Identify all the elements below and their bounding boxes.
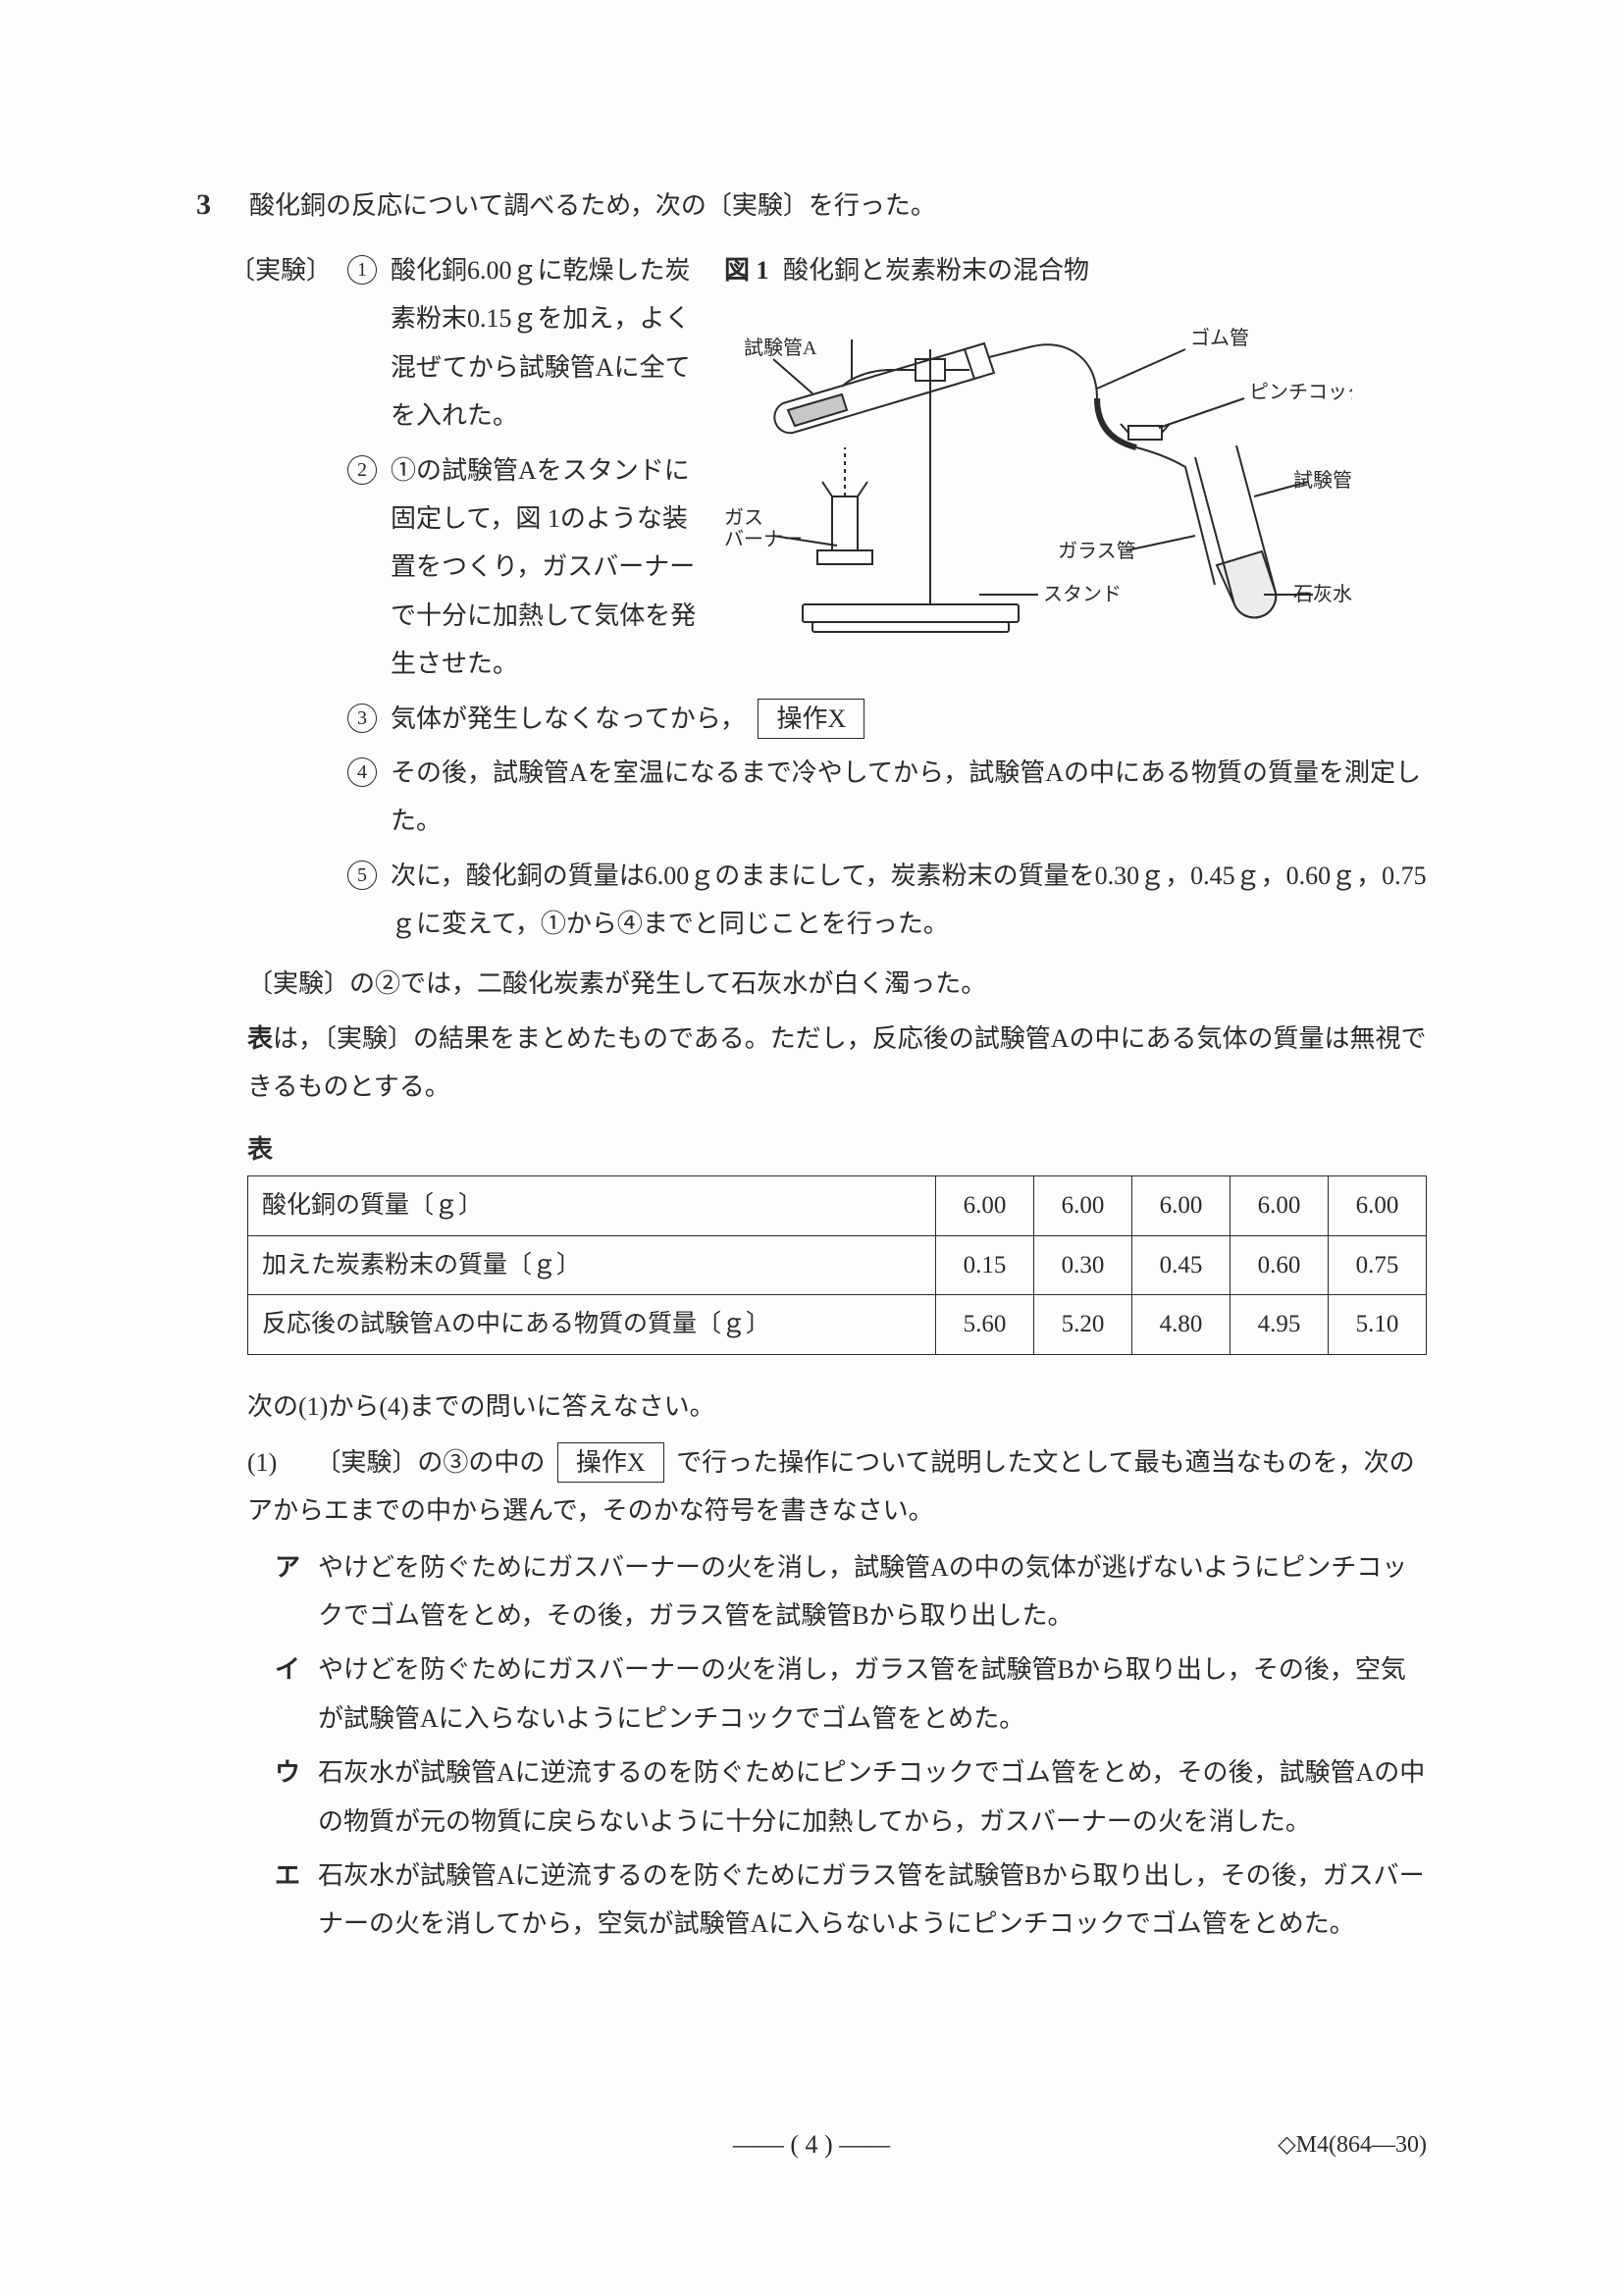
step-3-before: 気体が発生しなくなってから， <box>391 704 746 733</box>
cell: 6.00 <box>1132 1176 1230 1236</box>
footer-code: ◇M4(864―30) <box>1278 2123 1427 2168</box>
step-num-4: 4 <box>347 757 377 787</box>
step-num-2: 2 <box>347 455 377 485</box>
table-intro-rest: は，〔実験〕の結果をまとめたものである。ただし，反応後の試験管Aの中にある気体の… <box>247 1024 1427 1101</box>
step-text-3: 気体が発生しなくなってから， 操作X <box>391 695 1427 743</box>
choice-mark-e: エ <box>275 1852 300 1949</box>
table-row: 酸化銅の質量〔ｇ〕 6.00 6.00 6.00 6.00 6.00 <box>248 1176 1427 1236</box>
label-stand: スタンド <box>1043 583 1122 605</box>
data-table-wrap: 表 酸化銅の質量〔ｇ〕 6.00 6.00 6.00 6.00 6.00 加えた… <box>247 1125 1427 1355</box>
choice-e: エ 石灰水が試験管Aに逆流するのを防ぐためにガラス管を試験管Bから取り出し，その… <box>275 1852 1427 1949</box>
label-gas-burner-2: バーナー <box>724 529 803 550</box>
question-intro: 3 酸化銅の反応について調べるため，次の〔実験〕を行った。 <box>196 177 1427 233</box>
data-table: 酸化銅の質量〔ｇ〕 6.00 6.00 6.00 6.00 6.00 加えた炭素… <box>247 1175 1427 1355</box>
cell: 4.95 <box>1230 1295 1329 1355</box>
step-3: 3 気体が発生しなくなってから， 操作X <box>347 695 1427 743</box>
step-num-1: 1 <box>347 255 377 285</box>
figure-title: 酸化銅と炭素粉末の混合物 <box>783 256 1089 285</box>
cell: 6.00 <box>936 1176 1034 1236</box>
question-number: 3 <box>196 188 211 221</box>
label-pinch-cock: ピンチコック <box>1249 381 1352 403</box>
cell: 6.00 <box>1329 1176 1427 1236</box>
choice-mark-u: ウ <box>275 1748 300 1846</box>
label-limewater: 石灰水 <box>1293 583 1352 605</box>
cell: 0.75 <box>1329 1235 1427 1295</box>
label-rubber-tube: ゴム管 <box>1190 327 1249 349</box>
choice-a: ア やけどを防ぐためにガスバーナーの火を消し，試験管Aの中の気体が逃げないように… <box>275 1543 1427 1641</box>
step-text-1: 酸化銅6.00ｇに乾燥した炭素粉末0.15ｇを加え，よく混ぜてから試験管Aに全て… <box>391 246 701 441</box>
experiment-block: 〔実験〕 1 酸化銅6.00ｇに乾燥した炭素粉末0.15ｇを加え，よく混ぜてから… <box>230 246 1427 954</box>
figure-label: 図 1 <box>724 256 769 285</box>
choice-text-i: やけどを防ぐためにガスバーナーの火を消し，ガラス管を試験管Bから取り出し，その後… <box>318 1645 1427 1743</box>
figure-1: 図 1 酸化銅と炭素粉末の混合物 <box>724 246 1427 653</box>
label-tube-a: 試験管A <box>744 337 817 359</box>
choice-u: ウ 石灰水が試験管Aに逆流するのを防ぐためにピンチコックでゴム管をとめ，その後，… <box>275 1748 1427 1846</box>
experiment-label: 〔実験〕 <box>230 246 332 954</box>
choice-i: イ やけどを防ぐためにガスバーナーの火を消し，ガラス管を試験管Bから取り出し，そ… <box>275 1645 1427 1743</box>
q1-before: 〔実験〕の③の中の <box>315 1448 545 1477</box>
step-5: 5 次に，酸化銅の質量は6.00ｇのままにして，炭素粉末の質量を0.30ｇ，0.… <box>347 852 1427 949</box>
step-num-5: 5 <box>347 861 377 890</box>
page-footer: ―― ( 4 ) ―― ◇M4(864―30) <box>196 2120 1427 2168</box>
page-number: ―― ( 4 ) ―― <box>733 2130 890 2159</box>
cell: 5.20 <box>1034 1295 1132 1355</box>
row-header-0: 酸化銅の質量〔ｇ〕 <box>248 1176 936 1236</box>
table-label: 表 <box>247 1125 1427 1174</box>
q1-num: (1) <box>247 1448 277 1477</box>
label-tube-b: 試験管B <box>1293 469 1352 492</box>
choice-mark-a: ア <box>275 1543 300 1641</box>
cell: 6.00 <box>1034 1176 1132 1236</box>
cell: 6.00 <box>1230 1176 1329 1236</box>
question-intro-text: 酸化銅の反応について調べるため，次の〔実験〕を行った。 <box>249 191 936 220</box>
table-row: 加えた炭素粉末の質量〔ｇ〕 0.15 0.30 0.45 0.60 0.75 <box>248 1235 1427 1295</box>
cell: 5.60 <box>936 1295 1034 1355</box>
cell: 0.30 <box>1034 1235 1132 1295</box>
row-header-2: 反応後の試験管Aの中にある物質の質量〔ｇ〕 <box>248 1295 936 1355</box>
step-text-5: 次に，酸化銅の質量は6.00ｇのままにして，炭素粉末の質量を0.30ｇ，0.45… <box>391 852 1427 949</box>
q1-boxed: 操作X <box>557 1442 664 1483</box>
label-gas-burner-1: ガス <box>724 506 763 529</box>
step-text-4: その後，試験管Aを室温になるまで冷やしてから，試験管Aの中にある物質の質量を測定… <box>391 749 1427 846</box>
post-experiment-note: 〔実験〕の②では，二酸化炭素が発生して石灰水が白く濁った。 <box>247 960 1427 1008</box>
q1-choices: ア やけどを防ぐためにガスバーナーの火を消し，試験管Aの中の気体が逃げないように… <box>275 1543 1427 1949</box>
label-glass-tube: ガラス管 <box>1058 540 1136 562</box>
step-text-2: ①の試験管Aをスタンドに固定して，図 1のような装置をつくり，ガスバーナーで十分… <box>391 446 701 689</box>
apparatus-diagram: 試験管A ゴム管 ピンチコック 試験管B ガラス管 スタンド 石灰水 ガス バー… <box>724 300 1352 653</box>
cell: 0.60 <box>1230 1235 1329 1295</box>
cell: 0.45 <box>1132 1235 1230 1295</box>
table-intro-bold: 表 <box>247 1024 273 1053</box>
cell: 0.15 <box>936 1235 1034 1295</box>
table-intro: 表は，〔実験〕の結果をまとめたものである。ただし，反応後の試験管Aの中にある気体… <box>247 1015 1427 1112</box>
cell: 4.80 <box>1132 1295 1230 1355</box>
subquestion-1: (1) 〔実験〕の③の中の 操作X で行った操作について説明した文として最も適当… <box>247 1438 1427 1536</box>
choice-text-u: 石灰水が試験管Aに逆流するのを防ぐためにピンチコックでゴム管をとめ，その後，試験… <box>318 1748 1427 1846</box>
operation-x-box: 操作X <box>758 699 864 739</box>
step-num-3: 3 <box>347 704 377 733</box>
subquestion-intro: 次の(1)から(4)までの問いに答えなさい。 <box>247 1383 1427 1431</box>
choice-text-e: 石灰水が試験管Aに逆流するのを防ぐためにガラス管を試験管Bから取り出し，その後，… <box>318 1852 1427 1949</box>
table-row: 反応後の試験管Aの中にある物質の質量〔ｇ〕 5.60 5.20 4.80 4.9… <box>248 1295 1427 1355</box>
step-2: 2 ①の試験管Aをスタンドに固定して，図 1のような装置をつくり，ガスバーナーで… <box>347 446 701 689</box>
step-4: 4 その後，試験管Aを室温になるまで冷やしてから，試験管Aの中にある物質の質量を… <box>347 749 1427 846</box>
cell: 5.10 <box>1329 1295 1427 1355</box>
choice-text-a: やけどを防ぐためにガスバーナーの火を消し，試験管Aの中の気体が逃げないようにピン… <box>318 1543 1427 1641</box>
row-header-1: 加えた炭素粉末の質量〔ｇ〕 <box>248 1235 936 1295</box>
choice-mark-i: イ <box>275 1645 300 1743</box>
step-1: 1 酸化銅6.00ｇに乾燥した炭素粉末0.15ｇを加え，よく混ぜてから試験管Aに… <box>347 246 701 441</box>
